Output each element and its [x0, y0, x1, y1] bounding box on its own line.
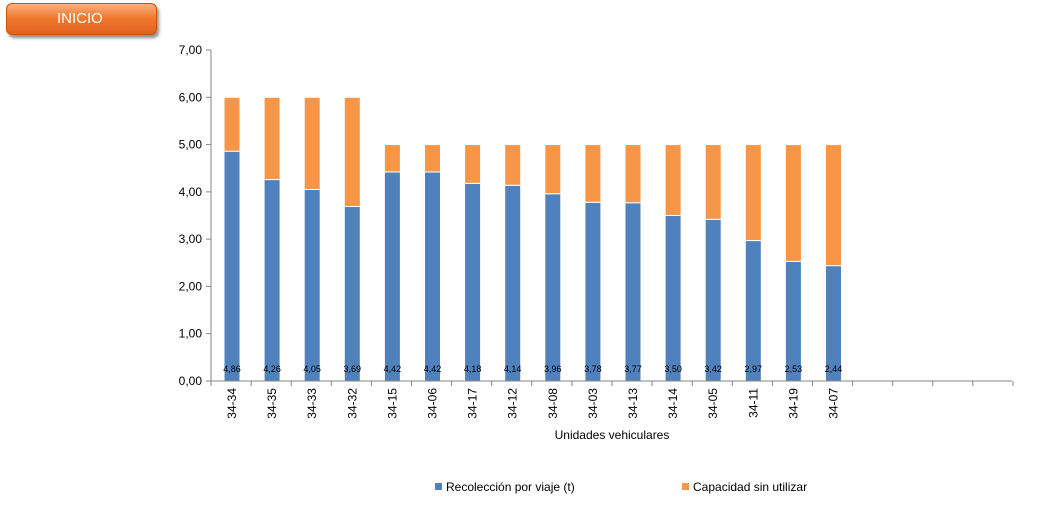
bar-recoleccion	[464, 182, 482, 382]
data-label: 2,44	[825, 364, 843, 374]
y-tick-label: 6,00	[179, 90, 203, 104]
data-label: 3,78	[584, 364, 602, 374]
bar-capacidad	[744, 144, 762, 242]
bar-recoleccion	[664, 215, 682, 382]
x-tick-label: 34-12	[506, 388, 520, 419]
bar-capacidad	[544, 144, 562, 195]
data-label: 3,96	[544, 364, 562, 374]
bar-recoleccion	[383, 171, 401, 382]
legend-swatch	[435, 483, 442, 490]
data-label: 3,77	[624, 364, 642, 374]
bar-recoleccion	[744, 240, 762, 382]
bar-capacidad	[263, 96, 281, 181]
x-tick-label: 34-14	[666, 388, 680, 419]
legend-label: Recolección por viaje (t)	[446, 480, 575, 494]
data-label: 3,69	[344, 364, 362, 374]
data-label: 4,42	[424, 364, 442, 374]
x-tick-label: 34-35	[265, 388, 279, 419]
x-tick-label: 34-19	[786, 388, 800, 419]
x-tick-label: 34-07	[827, 388, 841, 419]
bar-capacidad	[664, 144, 682, 216]
bar-capacidad	[424, 144, 441, 173]
data-label: 4,18	[464, 364, 482, 374]
x-tick-label: 34-17	[466, 388, 480, 419]
bar-recoleccion	[624, 202, 642, 382]
bar-capacidad	[504, 144, 522, 186]
legend-swatch	[682, 483, 689, 490]
bar-recoleccion	[263, 179, 281, 382]
data-label: 2,53	[785, 364, 803, 374]
x-axis: 34-34 34-35 34-33 34-32 34-15 34-06 34-17 34-12…	[210, 380, 1014, 419]
y-axis: 0,00 1,00 2,00 3,00 4,00 5,00 6,00 7,00	[179, 43, 212, 388]
data-label: 3,42	[704, 364, 722, 374]
bars: 4,86 4,26 4,05 3,69 4,42 4,42 4,18 4,14 3,96 3,78…	[223, 96, 843, 382]
bar-capacidad	[825, 144, 842, 267]
bar-recoleccion	[704, 218, 722, 382]
bar-capacidad	[223, 96, 241, 152]
x-tick-label: 34-13	[626, 388, 640, 419]
bar-recoleccion	[544, 193, 562, 382]
data-label: 3,50	[664, 364, 682, 374]
bar-capacidad	[383, 144, 401, 173]
bar-capacidad	[303, 96, 321, 190]
bar-recoleccion	[584, 201, 602, 382]
bar-capacidad	[584, 144, 602, 203]
y-tick-label: 3,00	[179, 232, 203, 246]
inicio-button[interactable]: INICIO	[6, 3, 157, 35]
bar-recoleccion	[424, 171, 441, 382]
data-label: 4,05	[303, 364, 321, 374]
y-tick-label: 2,00	[179, 279, 203, 293]
y-tick-label: 4,00	[179, 185, 203, 199]
data-label: 2,97	[745, 364, 763, 374]
bar-capacidad	[704, 144, 722, 220]
x-tick-label: 34-15	[385, 388, 399, 419]
x-tick-label: 34-06	[426, 388, 440, 419]
bar-capacidad	[784, 144, 802, 262]
x-tick-label: 34-08	[546, 388, 560, 419]
y-tick-label: 1,00	[179, 327, 203, 341]
data-label: 4,14	[504, 364, 522, 374]
bar-capacidad	[343, 96, 361, 208]
legend: Recolección por viaje (t) Capacidad sin u…	[435, 480, 807, 494]
x-tick-label: 34-11	[746, 388, 760, 418]
x-tick-label: 34-03	[586, 388, 600, 419]
x-tick-label: 34-34	[225, 388, 239, 419]
y-tick-label: 7,00	[179, 43, 203, 57]
data-label: 4,86	[223, 364, 241, 374]
bar-recoleccion	[504, 184, 522, 382]
legend-label: Capacidad sin utilizar	[693, 480, 807, 494]
bar-recoleccion	[303, 188, 321, 382]
bar-recoleccion	[223, 150, 241, 382]
x-tick-label: 34-32	[345, 388, 359, 419]
x-tick-label: 34-33	[305, 388, 319, 419]
data-label: 4,26	[263, 364, 281, 374]
x-tick-label: 34-05	[706, 388, 720, 419]
y-tick-label: 5,00	[179, 138, 203, 152]
x-axis-title: Unidades vehiculares	[555, 428, 670, 442]
y-tick-label: 0,00	[179, 374, 203, 388]
data-label: 4,42	[384, 364, 402, 374]
bar-recoleccion	[343, 206, 361, 382]
bar-capacidad	[464, 144, 482, 184]
bar-capacidad	[624, 144, 642, 204]
